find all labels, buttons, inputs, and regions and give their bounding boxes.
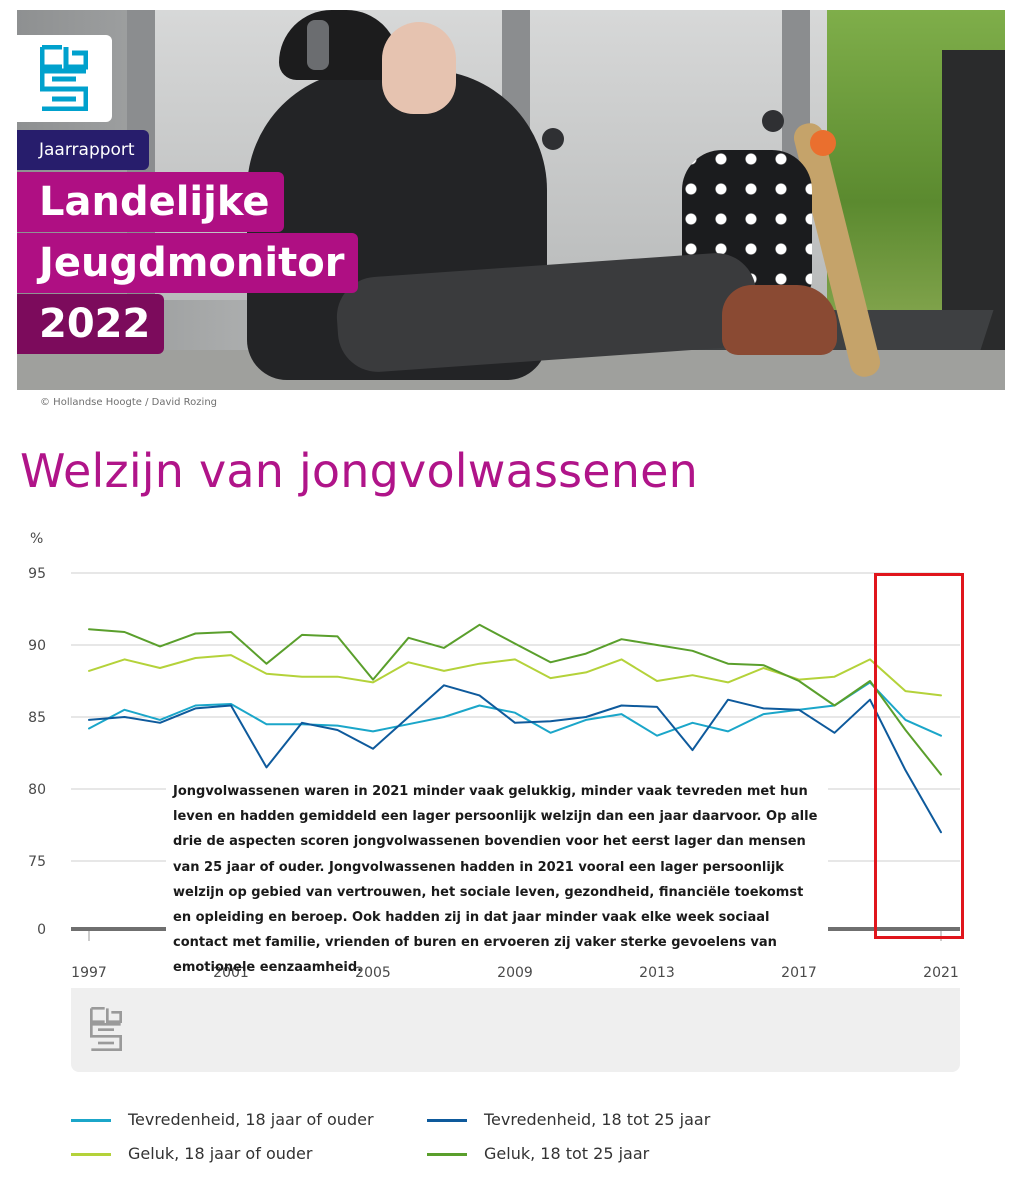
series-line bbox=[88, 654, 942, 697]
x-tick-label: 1997 bbox=[71, 965, 107, 981]
chart-annotation: Jongvolwassenen waren in 2021 minder vaa… bbox=[166, 771, 828, 975]
legend-label: Geluk, 18 jaar of ouder bbox=[128, 1144, 313, 1163]
y-tick-label: 85 bbox=[28, 710, 46, 726]
photo-beanie bbox=[279, 10, 399, 80]
series-line bbox=[88, 623, 942, 776]
title-line-3: 2022 bbox=[17, 294, 165, 354]
photo-credit: © Hollandse Hoogte / David Rozing bbox=[40, 397, 218, 408]
photo-bolt bbox=[542, 128, 564, 150]
y-tick-label: 80 bbox=[28, 782, 46, 798]
cbs-logo-icon bbox=[40, 45, 88, 111]
x-tick-label: 2013 bbox=[639, 965, 675, 981]
photo-shelter bbox=[942, 50, 1005, 350]
x-tick-label: 2021 bbox=[923, 965, 959, 981]
photo-headphone bbox=[307, 20, 329, 70]
title-line-2: Jeugdmonitor bbox=[17, 233, 359, 293]
y-axis-unit-label: % bbox=[30, 531, 43, 547]
photo-boot bbox=[722, 285, 837, 355]
chart-legend: Tevredenheid, 18 jaar of ouder Tevredenh… bbox=[71, 1105, 971, 1175]
x-tick-label: 2009 bbox=[497, 965, 533, 981]
chart-footer bbox=[71, 988, 960, 1072]
cbs-watermark-icon bbox=[90, 1007, 122, 1051]
x-tick-label: 2005 bbox=[355, 965, 391, 981]
y-tick-label: 75 bbox=[28, 854, 46, 870]
hero-photo bbox=[17, 10, 1005, 390]
legend-swatch bbox=[427, 1119, 467, 1122]
legend-label: Geluk, 18 tot 25 jaar bbox=[484, 1144, 650, 1163]
photo-skateboard-wheel bbox=[810, 130, 836, 156]
section-title: Welzijn van jongvolwassenen bbox=[20, 444, 699, 498]
photo-bolt bbox=[762, 110, 784, 132]
x-tick-label: 2017 bbox=[781, 965, 817, 981]
highlight-box bbox=[874, 573, 964, 939]
y-tick-label: 0 bbox=[37, 922, 46, 938]
photo-head bbox=[382, 22, 456, 114]
y-tick-label: 95 bbox=[28, 566, 46, 582]
title-line-1: Landelijke bbox=[17, 172, 284, 232]
x-tick-label: 2001 bbox=[213, 965, 249, 981]
y-tick-label: 90 bbox=[28, 638, 46, 654]
cbs-logo[interactable] bbox=[17, 35, 112, 122]
legend-swatch bbox=[71, 1119, 111, 1122]
report-label: Jaarrapport bbox=[17, 130, 149, 170]
series-line bbox=[88, 684, 942, 834]
legend-swatch bbox=[427, 1153, 467, 1156]
legend-label: Tevredenheid, 18 tot 25 jaar bbox=[484, 1110, 711, 1129]
legend-label: Tevredenheid, 18 jaar of ouder bbox=[128, 1110, 374, 1129]
legend-swatch bbox=[71, 1153, 111, 1156]
